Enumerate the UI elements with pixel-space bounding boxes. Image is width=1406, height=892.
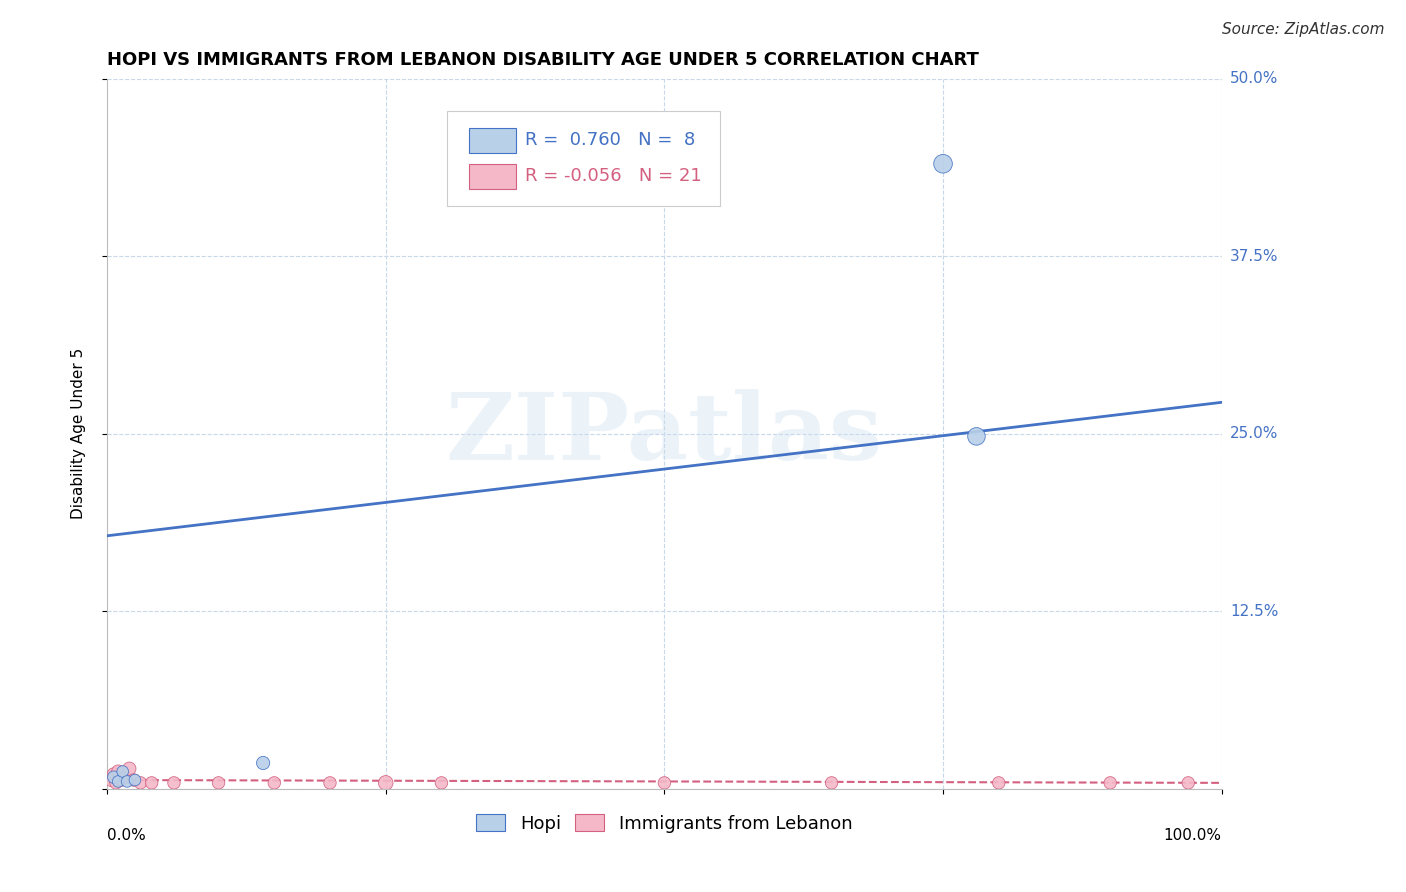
Legend: Hopi, Immigrants from Lebanon: Hopi, Immigrants from Lebanon [470,806,859,840]
Point [1177,776,1199,790]
Point [207,776,229,790]
Point [103,770,125,784]
Point [141,776,163,790]
FancyBboxPatch shape [470,163,516,189]
Point [107,764,129,779]
Point [163,776,186,790]
Point [430,776,453,790]
Text: 37.5%: 37.5% [1230,249,1278,263]
Point [252,756,274,770]
Text: 25.0%: 25.0% [1230,426,1278,441]
Text: HOPI VS IMMIGRANTS FROM LEBANON DISABILITY AGE UNDER 5 CORRELATION CHART: HOPI VS IMMIGRANTS FROM LEBANON DISABILI… [107,51,979,69]
Text: 0.0%: 0.0% [107,828,146,843]
FancyBboxPatch shape [470,128,516,153]
Text: R = -0.056   N = 21: R = -0.056 N = 21 [524,168,702,186]
Point [114,770,136,784]
Point [129,776,152,790]
Point [966,429,988,443]
Point [987,776,1010,790]
Point [122,772,145,787]
Text: R =  0.760   N =  8: R = 0.760 N = 8 [524,131,696,150]
Point [103,767,125,781]
Point [110,772,132,787]
Point [820,776,842,790]
Text: ZIPatlas: ZIPatlas [446,389,883,478]
Text: 12.5%: 12.5% [1230,604,1278,618]
Point [111,764,134,779]
Point [115,774,138,789]
Point [100,772,122,787]
Point [104,776,127,790]
Point [124,772,146,787]
Point [932,157,955,171]
Point [319,776,342,790]
Point [107,774,129,789]
Text: 50.0%: 50.0% [1230,71,1278,86]
Point [263,776,285,790]
FancyBboxPatch shape [447,111,720,206]
Point [1099,776,1122,790]
Text: Source: ZipAtlas.com: Source: ZipAtlas.com [1222,22,1385,37]
Point [118,762,141,776]
Point [374,776,396,790]
Point [654,776,676,790]
Y-axis label: Disability Age Under 5: Disability Age Under 5 [72,348,86,519]
Text: 100.0%: 100.0% [1164,828,1222,843]
